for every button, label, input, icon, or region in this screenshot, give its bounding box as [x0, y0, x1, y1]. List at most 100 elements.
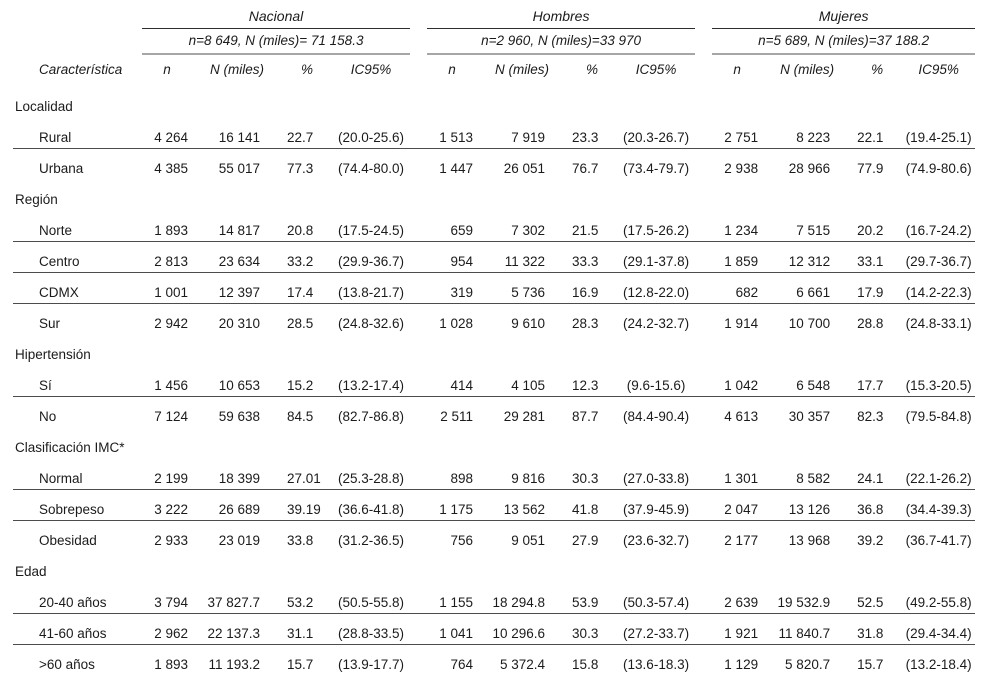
group-spacer: [410, 583, 427, 614]
cell: 8 223: [762, 118, 852, 149]
cell: 13 126: [762, 490, 852, 521]
cell: 1 859: [712, 242, 762, 273]
cell: 23.3: [567, 118, 617, 149]
cell: 12 397: [192, 273, 282, 304]
group-spacer: [695, 397, 712, 428]
cell: (27.0-33.8): [617, 459, 695, 490]
cell: 23 634: [192, 242, 282, 273]
cell: 8 582: [762, 459, 852, 490]
cell: (16.7-24.2): [902, 211, 975, 242]
cell: 20.2: [852, 211, 902, 242]
col-header-ic95: IC95%: [332, 54, 410, 86]
group-spacer: [410, 645, 427, 675]
cell: 19 532.9: [762, 583, 852, 614]
cell: 2 813: [142, 242, 192, 273]
cell: 1 914: [712, 304, 762, 335]
group-title-nacional: Nacional: [142, 6, 410, 29]
cell: 36.8: [852, 490, 902, 521]
cell: 6 661: [762, 273, 852, 304]
group-spacer: [410, 397, 427, 428]
group-spacer: [410, 304, 427, 335]
cell: 1 447: [427, 149, 477, 180]
cell: 1 155: [427, 583, 477, 614]
cell: 24.1: [852, 459, 902, 490]
column-header-row: Característica n N (miles) % IC95% n N (…: [13, 54, 975, 86]
cell: 22.1: [852, 118, 902, 149]
group-spacer: [410, 366, 427, 397]
group-spacer: [410, 29, 427, 55]
cell: 1 001: [142, 273, 192, 304]
cell: (17.5-26.2): [617, 211, 695, 242]
cell: (13.8-21.7): [332, 273, 410, 304]
row-label: Obesidad: [13, 521, 142, 552]
cell: (82.7-86.8): [332, 397, 410, 428]
cell: (13.9-17.7): [332, 645, 410, 675]
cell: (31.2-36.5): [332, 521, 410, 552]
cell: 37 827.7: [192, 583, 282, 614]
corner-blank: [13, 6, 142, 29]
section-row: Clasificación IMC*: [13, 427, 975, 459]
section-row: Región: [13, 179, 975, 211]
cell: 6 548: [762, 366, 852, 397]
cell: (37.9-45.9): [617, 490, 695, 521]
cell: (34.4-39.3): [902, 490, 975, 521]
group-spacer: [695, 645, 712, 675]
cell: 15.7: [852, 645, 902, 675]
cell: 1 041: [427, 614, 477, 645]
cell: 4 613: [712, 397, 762, 428]
cell: 10 653: [192, 366, 282, 397]
group-title-hombres: Hombres: [427, 6, 695, 29]
cell: 20.8: [282, 211, 332, 242]
group-title-row: Nacional Hombres Mujeres: [13, 6, 975, 29]
cell: 11 193.2: [192, 645, 282, 675]
cell: 87.7: [567, 397, 617, 428]
cell: 11 840.7: [762, 614, 852, 645]
cell: 7 302: [477, 211, 567, 242]
cell: (24.2-32.7): [617, 304, 695, 335]
cell: 1 301: [712, 459, 762, 490]
cell: 26 689: [192, 490, 282, 521]
cell: 77.3: [282, 149, 332, 180]
cell: 5 372.4: [477, 645, 567, 675]
cell: 33.3: [567, 242, 617, 273]
cell: 55 017: [192, 149, 282, 180]
cell: 3 794: [142, 583, 192, 614]
cell: (79.5-84.8): [902, 397, 975, 428]
col-header-pct: %: [567, 54, 617, 86]
cell: (29.4-34.4): [902, 614, 975, 645]
cell: (24.8-33.1): [902, 304, 975, 335]
row-label: 20-40 años: [13, 583, 142, 614]
cell: (29.9-36.7): [332, 242, 410, 273]
cell: 1 893: [142, 211, 192, 242]
cell: (20.0-25.6): [332, 118, 410, 149]
cell: 4 264: [142, 118, 192, 149]
cell: 16.9: [567, 273, 617, 304]
col-header-n: n: [427, 54, 477, 86]
cell: 15.7: [282, 645, 332, 675]
section-row: Hipertensión: [13, 334, 975, 366]
cell: 659: [427, 211, 477, 242]
row-label: >60 años: [13, 645, 142, 675]
cell: 76.7: [567, 149, 617, 180]
cell: 20 310: [192, 304, 282, 335]
col-header-n-miles: N (miles): [762, 54, 852, 86]
cell: (50.3-57.4): [617, 583, 695, 614]
cell: (22.1-26.2): [902, 459, 975, 490]
cell: 41.8: [567, 490, 617, 521]
group-subtitle-hombres: n=2 960, N (miles)=33 970: [427, 29, 695, 55]
section-label: Localidad: [13, 86, 975, 118]
row-label: CDMX: [13, 273, 142, 304]
cell: 22 137.3: [192, 614, 282, 645]
cell: 4 105: [477, 366, 567, 397]
cell: 39.2: [852, 521, 902, 552]
group-spacer: [410, 242, 427, 273]
group-spacer: [695, 583, 712, 614]
cell: 33.1: [852, 242, 902, 273]
cell: 21.5: [567, 211, 617, 242]
group-spacer: [410, 149, 427, 180]
